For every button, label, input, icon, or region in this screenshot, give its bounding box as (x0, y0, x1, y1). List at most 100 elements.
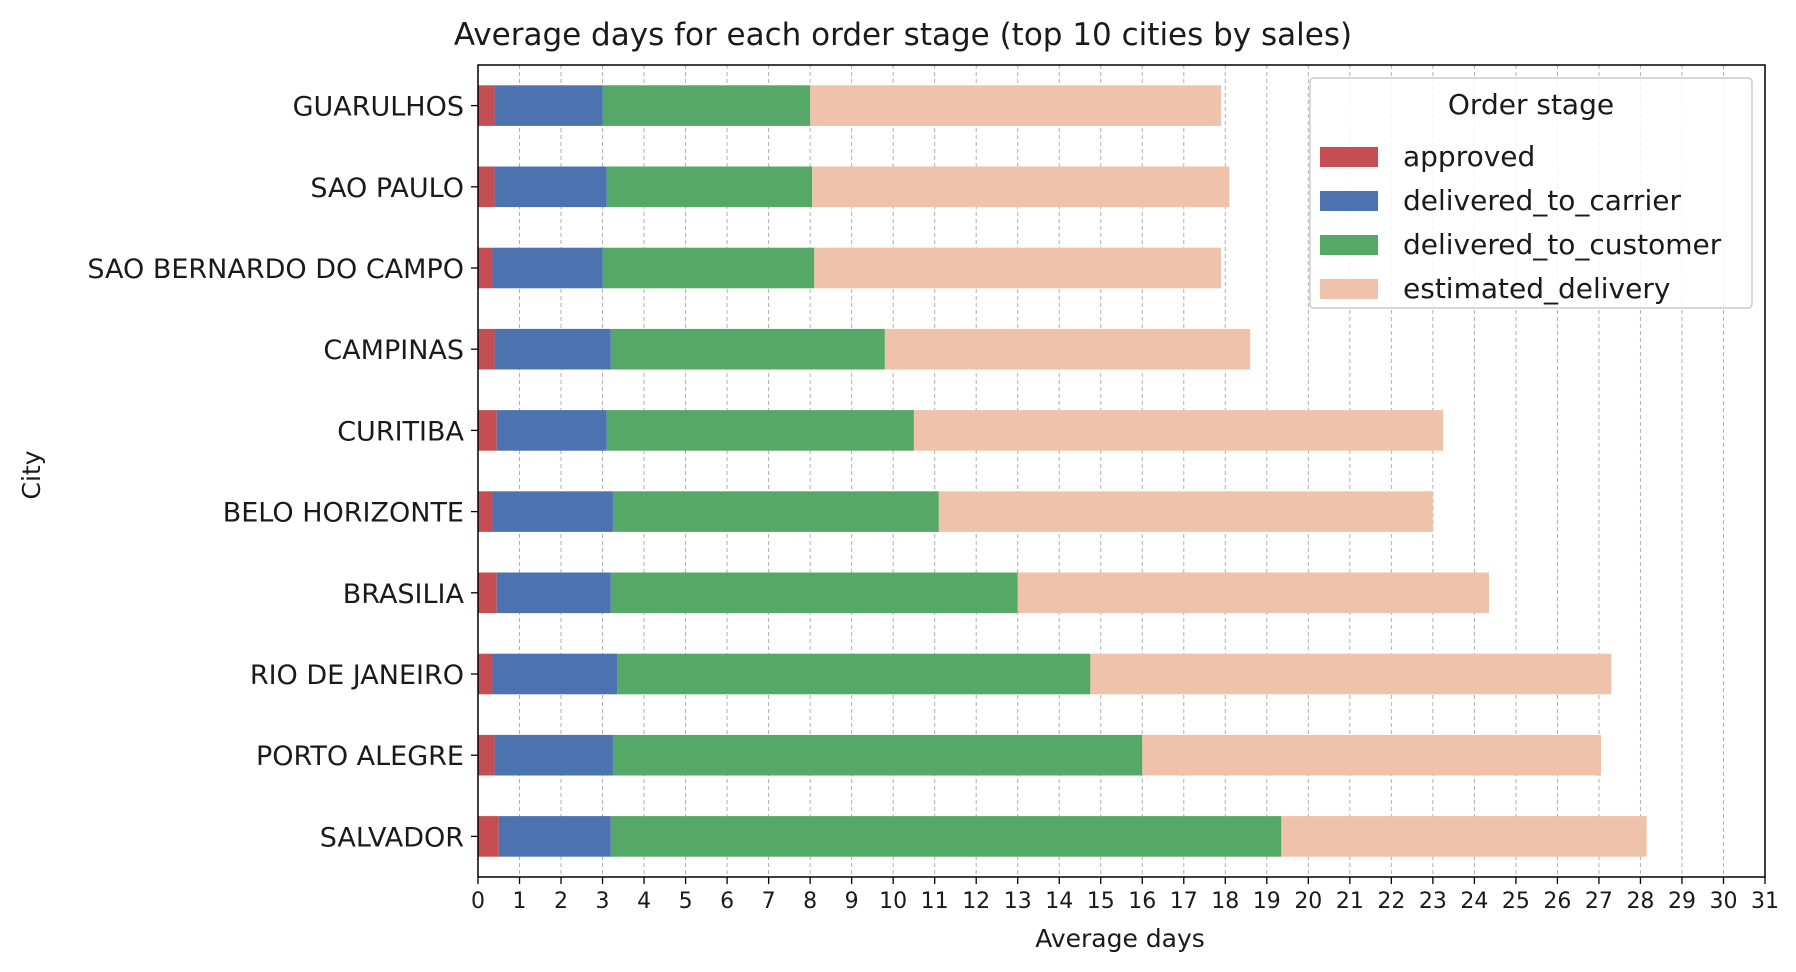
x-tick-label: 11 (921, 889, 949, 914)
y-tick-label: SAO BERNARDO DO CAMPO (87, 254, 464, 285)
bar-delivered-to-carrier (494, 734, 613, 776)
bar-delivered-to-carrier (494, 166, 607, 208)
bar-delivered-to-customer (610, 572, 1018, 614)
legend: Order stage approved delivered_to_carrier… (1309, 77, 1753, 309)
x-tick-label: 1 (513, 889, 527, 914)
x-tick-label: 16 (1128, 889, 1156, 914)
legend-title: Order stage (1448, 88, 1614, 121)
bar-estimated-delivery (1281, 816, 1647, 857)
x-tick-label: 26 (1543, 889, 1571, 914)
bar-delivered-to-carrier (496, 410, 607, 451)
bar-delivered-to-carrier (492, 653, 618, 695)
chart-title: Average days for each order stage (top 1… (454, 17, 1352, 53)
x-tick-label: 8 (803, 889, 817, 914)
y-tick-label: RIO DE JANEIRO (250, 660, 464, 691)
bar-estimated-delivery (884, 328, 1251, 370)
y-tick-label: CAMPINAS (323, 335, 464, 366)
bar-delivered-to-carrier (494, 85, 603, 126)
bar-approved (478, 85, 495, 126)
x-tick-label: 10 (879, 889, 907, 914)
bar-estimated-delivery (1142, 734, 1602, 776)
x-tick-label: 17 (1170, 889, 1198, 914)
bar-delivered-to-carrier (498, 816, 611, 857)
bar-delivered-to-carrier (492, 491, 613, 532)
x-tick-label: 28 (1626, 889, 1654, 914)
bar-estimated-delivery (814, 247, 1222, 289)
bar-estimated-delivery (812, 166, 1230, 208)
x-tick-label: 29 (1668, 889, 1696, 914)
bar-approved (478, 166, 495, 208)
bar-approved (478, 247, 493, 289)
bar-delivered-to-carrier (496, 572, 611, 614)
legend-box (1309, 77, 1753, 309)
bar-delivered-to-customer (617, 653, 1091, 695)
x-tick-label: 27 (1585, 889, 1613, 914)
bar-estimated-delivery (1017, 572, 1489, 614)
x-tick-label: 6 (720, 889, 734, 914)
legend-swatch (1320, 147, 1378, 167)
bar-delivered-to-customer (606, 166, 813, 208)
bar-estimated-delivery (1090, 653, 1612, 695)
bar-approved (478, 653, 493, 695)
x-tick-label: 9 (845, 889, 859, 914)
x-tick-label: 24 (1460, 889, 1488, 914)
bar-approved (478, 410, 497, 451)
x-tick-label: 2 (554, 889, 568, 914)
plot-frame (477, 64, 1766, 878)
x-tick-label: 7 (762, 889, 776, 914)
bar-delivered-to-carrier (494, 328, 611, 370)
bar-approved (478, 328, 495, 370)
y-tick-label: SALVADOR (320, 822, 464, 853)
x-tick-label: 30 (1709, 889, 1737, 914)
legend-label: delivered_to_customer (1403, 228, 1722, 261)
x-tick-label: 15 (1087, 889, 1115, 914)
x-tick-label: 31 (1751, 889, 1779, 914)
bar-delivered-to-customer (610, 328, 885, 370)
bar-estimated-delivery (913, 410, 1444, 451)
bar-delivered-to-customer (606, 410, 914, 451)
x-tick-label: 20 (1294, 889, 1322, 914)
x-tick-label: 19 (1253, 889, 1281, 914)
bar-delivered-to-customer (602, 85, 811, 126)
bar-delivered-to-customer (602, 247, 815, 289)
legend-swatch (1320, 279, 1378, 299)
bar-delivered-to-customer (610, 816, 1282, 857)
legend-swatch (1320, 191, 1378, 211)
legend-items: approved delivered_to_carrier delivered_to… (1320, 140, 1722, 305)
x-tick-label: 14 (1045, 889, 1073, 914)
x-tick-label: 25 (1502, 889, 1530, 914)
legend-label: approved (1403, 140, 1535, 173)
y-axis-ticks: GUARULHOS SAO PAULO SAO BERNARDO DO CAMPO C… (87, 92, 478, 853)
bar-approved (478, 734, 495, 776)
legend-swatch (1320, 235, 1378, 255)
x-tick-label: 3 (596, 889, 610, 914)
bar-estimated-delivery (810, 85, 1222, 126)
bar-delivered-to-carrier (492, 247, 603, 289)
y-tick-label: SAO PAULO (310, 173, 464, 204)
bar-delivered-to-customer (612, 491, 939, 532)
x-tick-label: 5 (679, 889, 693, 914)
x-tick-label: 0 (471, 889, 485, 914)
y-tick-label: BRASILIA (343, 579, 465, 610)
bars (478, 85, 1647, 857)
bar-estimated-delivery (938, 491, 1433, 532)
bar-approved (478, 572, 497, 614)
y-tick-label: GUARULHOS (293, 92, 464, 123)
y-axis-label: City (17, 450, 46, 499)
x-tick-label: 21 (1336, 889, 1364, 914)
legend-label: delivered_to_carrier (1403, 184, 1681, 217)
x-tick-label: 23 (1419, 889, 1447, 914)
legend-label: estimated_delivery (1403, 272, 1670, 305)
x-tick-label: 22 (1377, 889, 1405, 914)
bar-approved (478, 491, 493, 532)
x-tick-label: 13 (1004, 889, 1032, 914)
y-tick-label: PORTO ALEGRE (256, 741, 464, 772)
y-tick-label: CURITIBA (337, 416, 464, 447)
x-tick-label: 12 (962, 889, 990, 914)
bar-approved (478, 816, 499, 857)
x-axis-ticks: 0 1 2 3 4 5 6 7 8 9 10 11 12 13 14 15 16 17 18 19 20 21 22 23 24… (471, 877, 1779, 914)
x-tick-label: 4 (637, 889, 651, 914)
bar-delivered-to-customer (612, 734, 1143, 776)
x-tick-label: 18 (1211, 889, 1239, 914)
